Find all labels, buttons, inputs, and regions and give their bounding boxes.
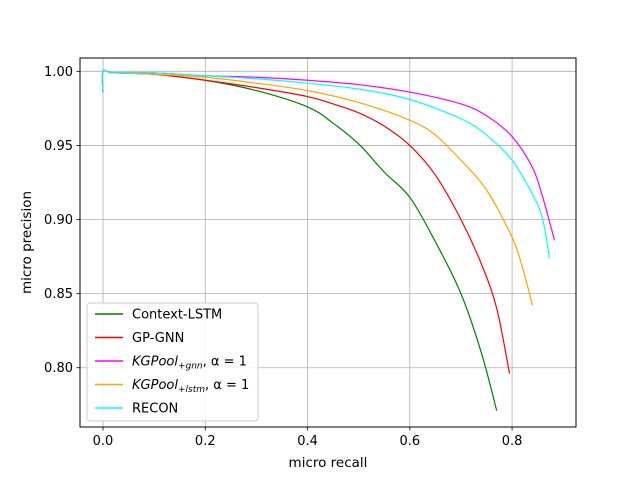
y-axis-label: micro precision xyxy=(19,191,35,294)
grid xyxy=(80,58,576,427)
legend-label-subscript: +lstm xyxy=(178,385,205,395)
y-tick-label: 0.90 xyxy=(44,213,73,228)
legend-label: KGPool+lstm, α = 1 xyxy=(132,378,249,395)
legend-label-tail: , α = 1 xyxy=(203,355,247,370)
legend-label: GP-GNN xyxy=(132,331,184,346)
axis-ticks: 0.0 0.2 0.4 0.6 0.8 0.80 0.85 0.90 0.95 1.00 xyxy=(44,65,522,449)
x-tick-label: 0.8 xyxy=(502,434,523,449)
legend-label-main: KGPool xyxy=(132,355,178,370)
y-tick-label: 0.95 xyxy=(44,139,73,154)
legend-label-main: GP-GNN xyxy=(132,331,184,346)
series-lines xyxy=(101,69,556,411)
legend-label-main: RECON xyxy=(132,402,178,417)
legend-label-tail: , α = 1 xyxy=(205,378,249,393)
legend-label-main: KGPool xyxy=(132,378,178,393)
x-axis-label: micro recall xyxy=(289,455,368,471)
series-line-4 xyxy=(101,69,551,259)
legend-label: Context-LSTM xyxy=(132,308,222,323)
legend-label-subscript: +gnn xyxy=(178,362,203,372)
legend-label-main: Context-LSTM xyxy=(132,308,222,323)
plot-area-frame xyxy=(79,57,577,428)
y-tick-label: 1.00 xyxy=(44,65,73,80)
y-tick-label: 0.85 xyxy=(44,287,73,302)
legend-box xyxy=(86,302,259,422)
legend-label: KGPool+gnn, α = 1 xyxy=(132,355,247,372)
x-tick-label: 0.2 xyxy=(195,434,216,449)
y-tick-label: 0.80 xyxy=(44,361,73,376)
x-tick-label: 0.6 xyxy=(399,434,420,449)
legend-label: RECON xyxy=(132,402,178,417)
x-tick-label: 0.0 xyxy=(93,434,114,449)
x-tick-label: 0.4 xyxy=(297,434,318,449)
